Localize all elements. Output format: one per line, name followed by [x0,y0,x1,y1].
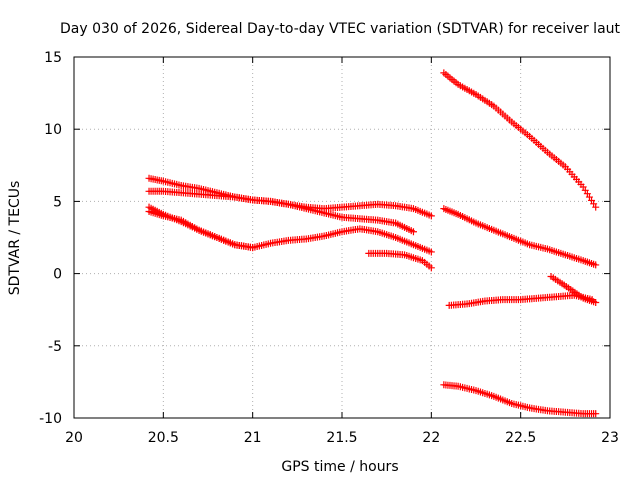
x-tick-label: 22.5 [505,430,536,446]
series-track-10 [440,381,600,418]
series-track-6 [440,69,600,211]
y-tick-label: -5 [48,339,62,355]
data-point [409,228,417,236]
data-point [592,298,600,306]
data-marks [145,69,600,418]
data-point [427,212,435,220]
series-track-3 [145,203,435,256]
plot-frame [73,56,611,419]
x-tick-label: 21.5 [326,430,357,446]
series-track-7 [440,205,600,269]
series-track-2 [145,187,417,236]
data-point [427,248,435,256]
data-point [427,264,435,272]
y-tick-label: -10 [39,411,62,427]
data-point [592,261,600,269]
y-tick-label: 10 [44,122,62,138]
data-point [592,203,600,211]
y-tick-label: 5 [53,194,62,210]
y-tick-label: 15 [44,50,62,66]
y-axis-label: SDTVAR / TECUs [7,181,23,296]
series-track-9 [547,272,600,306]
grid [74,57,610,418]
series-track-1 [145,174,435,220]
x-tick-label: 20 [65,430,83,446]
x-tick-label: 23 [601,430,619,446]
y-tick-label: 0 [53,267,62,283]
data-point [592,410,600,418]
x-axis-label: GPS time / hours [281,459,398,475]
data-point [249,244,257,252]
series-track-5 [365,249,435,272]
axis-ticks: 20 20.5 21 21.5 22 22.5 23 -10 -5 0 5 10 15 [39,50,619,446]
x-tick-label: 20.5 [148,430,179,446]
series-track-4 [145,208,257,252]
chart-title: Day 030 of 2026, Sidereal Day-to-day VTE… [60,21,621,37]
x-tick-label: 22 [422,430,440,446]
x-tick-label: 21 [244,430,262,446]
